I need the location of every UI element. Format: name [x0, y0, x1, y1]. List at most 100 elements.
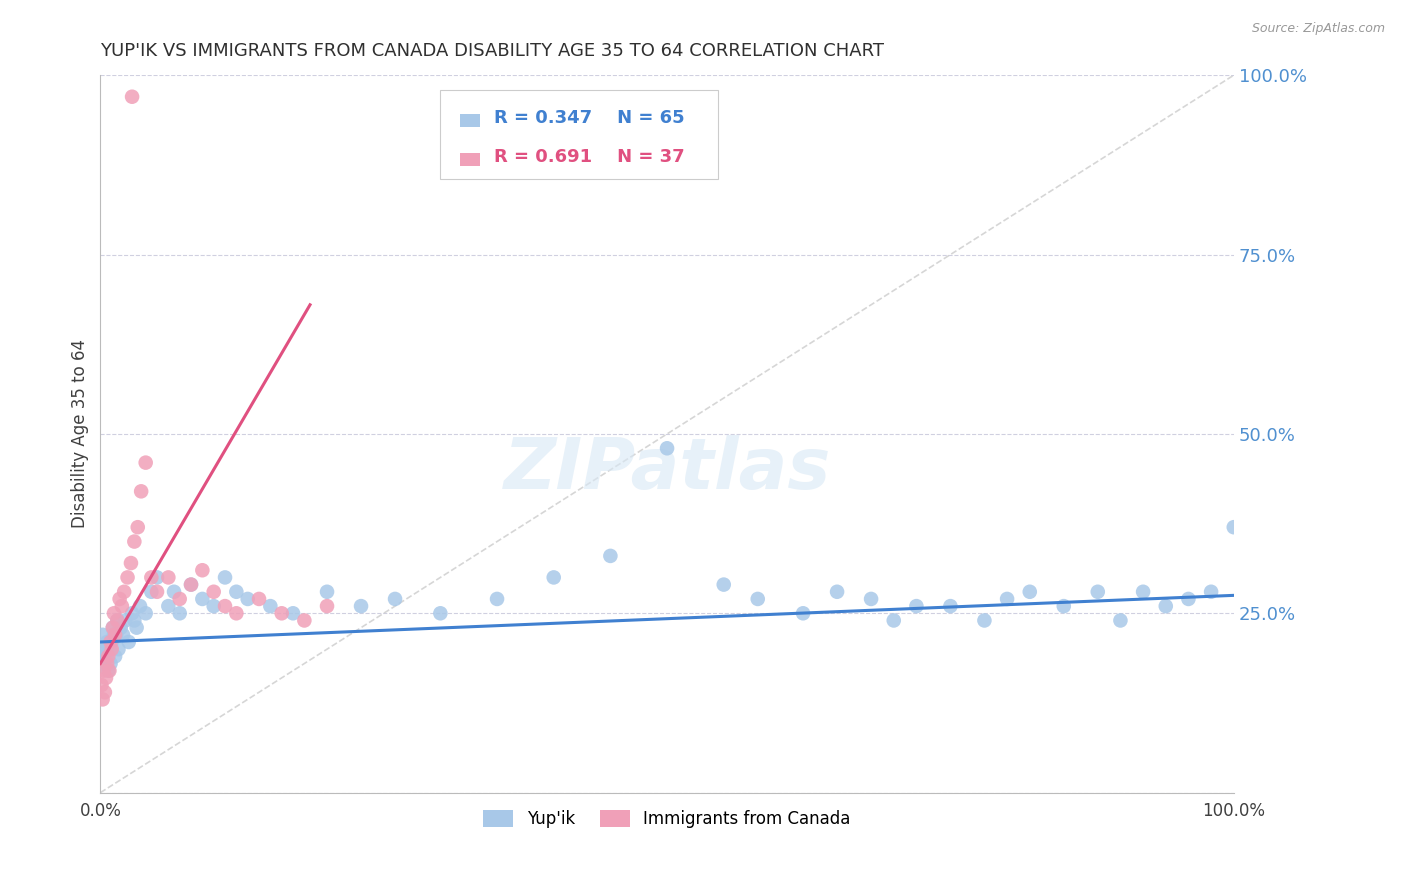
Point: [169, 607, 191, 621]
Point: [90, 678, 112, 692]
Point: [225, 607, 247, 621]
Point: [129, 599, 152, 614]
Point: [225, 584, 247, 599]
Point: [543, 570, 565, 584]
Point: [105, 614, 128, 628]
Point: [117, 570, 139, 584]
Point: [191, 591, 214, 606]
Point: [100, 635, 122, 649]
Point: [97, 649, 120, 664]
Text: R = 0.691    N = 37: R = 0.691 N = 37: [494, 148, 685, 166]
Point: [100, 635, 122, 649]
Point: [120, 556, 142, 570]
Point: [247, 591, 270, 606]
Point: [599, 549, 621, 563]
Legend: Yup'ik, Immigrants from Canada: Yup'ik, Immigrants from Canada: [477, 803, 858, 835]
Point: [1199, 584, 1222, 599]
Point: [124, 534, 146, 549]
Point: [905, 599, 928, 614]
Point: [135, 607, 157, 621]
Point: [94, 649, 117, 664]
Point: [100, 657, 122, 671]
Point: [105, 614, 128, 628]
Point: [121, 89, 143, 103]
Point: [100, 642, 122, 657]
Point: [825, 584, 848, 599]
FancyBboxPatch shape: [460, 114, 479, 127]
Point: [93, 664, 115, 678]
Point: [104, 649, 127, 664]
Point: [146, 570, 169, 584]
Point: [1177, 591, 1199, 606]
Text: YUP'IK VS IMMIGRANTS FROM CANADA DISABILITY AGE 35 TO 64 CORRELATION CHART: YUP'IK VS IMMIGRANTS FROM CANADA DISABIL…: [100, 42, 884, 60]
Point: [96, 635, 118, 649]
Point: [157, 599, 180, 614]
Point: [91, 628, 114, 642]
Point: [97, 664, 120, 678]
Point: [169, 591, 191, 606]
Point: [114, 614, 136, 628]
Point: [141, 584, 163, 599]
Point: [860, 591, 883, 606]
Point: [883, 614, 905, 628]
Point: [94, 671, 117, 685]
Point: [1223, 520, 1246, 534]
Point: [94, 685, 117, 699]
Point: [316, 599, 339, 614]
Point: [98, 642, 121, 657]
Point: [110, 621, 132, 635]
Point: [104, 628, 127, 642]
Point: [111, 599, 134, 614]
Point: [103, 628, 125, 642]
Point: [108, 591, 131, 606]
Point: [103, 607, 125, 621]
Point: [105, 628, 128, 642]
Point: [1154, 599, 1177, 614]
Point: [292, 614, 315, 628]
Point: [121, 607, 143, 621]
Point: [1018, 584, 1040, 599]
Point: [93, 657, 115, 671]
Point: [90, 642, 112, 657]
Text: ZIPatlas: ZIPatlas: [503, 435, 831, 504]
Point: [127, 520, 149, 534]
Point: [1132, 584, 1154, 599]
Point: [180, 577, 202, 591]
Text: Source: ZipAtlas.com: Source: ZipAtlas.com: [1251, 22, 1385, 36]
Point: [96, 657, 118, 671]
Point: [98, 664, 121, 678]
Point: [125, 621, 148, 635]
Point: [655, 442, 678, 456]
Point: [214, 599, 236, 614]
Point: [747, 591, 769, 606]
Point: [259, 599, 281, 614]
Point: [350, 599, 373, 614]
Point: [94, 642, 117, 657]
Point: [180, 577, 202, 591]
Point: [124, 614, 146, 628]
Point: [792, 607, 814, 621]
FancyBboxPatch shape: [460, 153, 479, 166]
Point: [1087, 584, 1109, 599]
Point: [429, 607, 451, 621]
Y-axis label: Disability Age 35 to 64: Disability Age 35 to 64: [72, 340, 89, 528]
Point: [141, 570, 163, 584]
Point: [101, 621, 124, 635]
Point: [973, 614, 995, 628]
Point: [486, 591, 509, 606]
Point: [214, 570, 236, 584]
Point: [112, 584, 135, 599]
Point: [713, 577, 735, 591]
Point: [118, 635, 141, 649]
Point: [281, 607, 304, 621]
Point: [146, 584, 169, 599]
Point: [163, 584, 186, 599]
Point: [91, 692, 114, 706]
Point: [316, 584, 339, 599]
Point: [157, 570, 180, 584]
Point: [270, 607, 292, 621]
Point: [1109, 614, 1132, 628]
Point: [995, 591, 1018, 606]
Point: [107, 642, 129, 657]
Point: [101, 621, 124, 635]
